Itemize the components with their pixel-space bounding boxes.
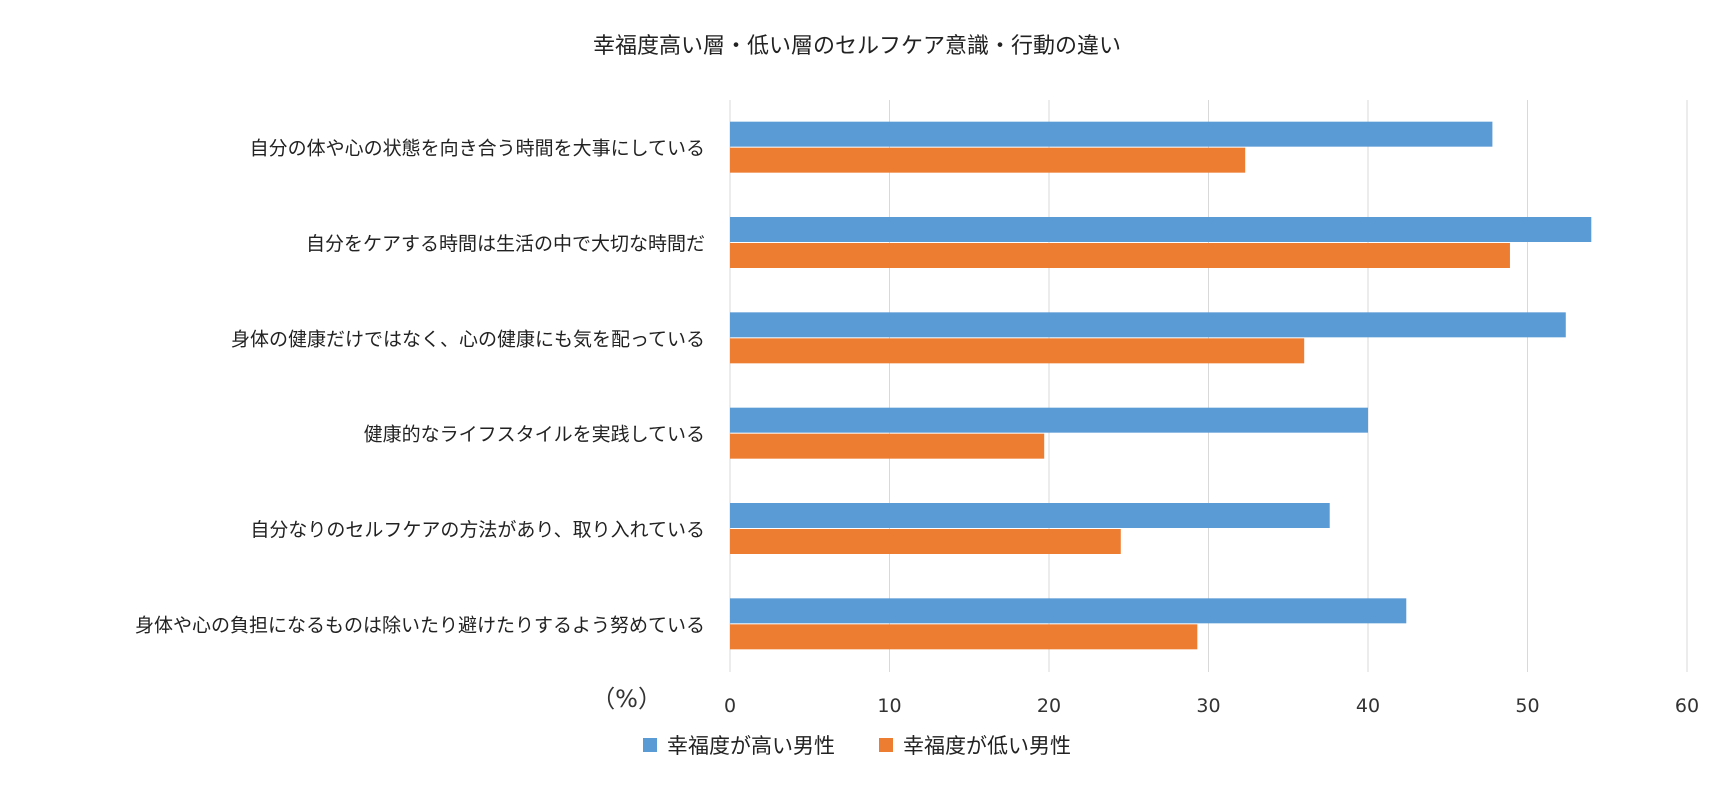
category-label: 身体の健康だけではなく、心の健康にも気を配っている [231, 328, 705, 350]
bar-high [730, 312, 1566, 338]
x-axis-ticks: 0 10 20 30 40 50 60 [724, 695, 1699, 717]
x-tick-label: 0 [724, 695, 736, 717]
bar-low [730, 243, 1510, 268]
bar-high [730, 598, 1407, 624]
legend-swatch-high [643, 738, 657, 752]
bar-low [730, 338, 1305, 364]
bar-low [730, 147, 1246, 173]
bar-low [730, 433, 1045, 459]
bar-high [730, 217, 1592, 242]
x-tick-label: 10 [877, 695, 901, 717]
legend: 幸福度が高い男性 幸福度が低い男性 [0, 730, 1714, 760]
gridlines [729, 100, 1688, 672]
bar-high [730, 407, 1368, 433]
legend-label-low: 幸福度が低い男性 [903, 734, 1071, 758]
bar-low [730, 624, 1198, 650]
category-label: 健康的なライフスタイルを実践している [364, 424, 705, 446]
category-label: 身体や心の負担になるものは除いたり避けたりするよう努めている [135, 614, 705, 636]
x-axis-unit-label: （%） [591, 685, 662, 713]
x-tick-label: 20 [1037, 695, 1061, 717]
legend-item-high: 幸福度が高い男性 [643, 730, 835, 760]
bars [730, 121, 1592, 650]
bar-high [730, 121, 1493, 147]
category-label: 自分の体や心の状態を向き合う時間を大事にしている [250, 138, 705, 160]
legend-label-high: 幸福度が高い男性 [667, 734, 835, 758]
category-label: 自分なりのセルフケアの方法があり、取り入れている [250, 519, 705, 541]
x-tick-label: 50 [1515, 695, 1539, 717]
category-label: 自分をケアする時間は生活の中で大切な時間だ [306, 233, 705, 255]
category-labels: 自分の体や心の状態を向き合う時間を大事にしている自分をケアする時間は生活の中で大… [135, 138, 705, 637]
bar-low [730, 529, 1121, 554]
legend-item-low: 幸福度が低い男性 [879, 730, 1071, 760]
x-tick-label: 40 [1356, 695, 1380, 717]
bar-high [730, 503, 1330, 528]
legend-swatch-low [879, 738, 893, 752]
x-tick-label: 30 [1196, 695, 1220, 717]
x-tick-label: 60 [1675, 695, 1699, 717]
chart-title: 幸福度高い層・低い層のセルフケア意識・行動の違い [592, 34, 1121, 59]
